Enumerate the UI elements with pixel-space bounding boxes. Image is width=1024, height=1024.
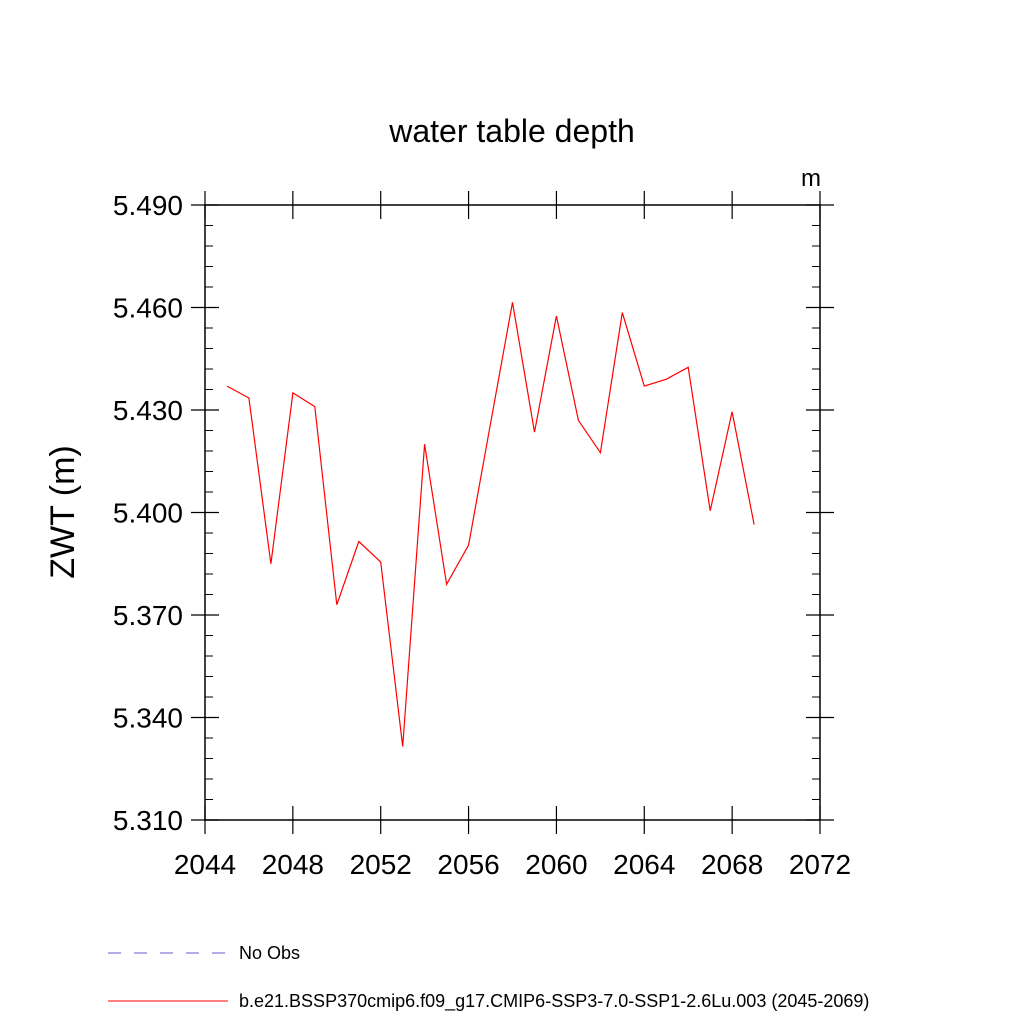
x-tick-labels: 2044 2048 2052 2056 2060 2064 2068 2072 xyxy=(174,849,851,880)
y-tick-label: 5.490 xyxy=(113,190,183,221)
y-tick-label: 5.370 xyxy=(113,600,183,631)
y-axis-label: ZWT (m) xyxy=(44,445,82,578)
series-layer xyxy=(226,302,755,747)
x-tick-label: 2060 xyxy=(525,849,587,880)
x-tick-label: 2052 xyxy=(350,849,412,880)
units-label: m xyxy=(801,165,821,192)
y-tick-label: 5.430 xyxy=(113,395,183,426)
y-tick-label: 5.460 xyxy=(113,293,183,324)
x-tick-label: 2044 xyxy=(174,849,236,880)
legend: No Obs b.e21.BSSP370cmip6.f09_g17.CMIP6-… xyxy=(108,943,869,1012)
plot-frame xyxy=(204,204,821,821)
axis-ticks xyxy=(191,191,834,834)
series-line xyxy=(226,302,755,747)
y-tick-labels: 5.310 5.340 5.370 5.400 5.430 5.460 5.490 xyxy=(113,190,183,836)
x-tick-label: 2068 xyxy=(701,849,763,880)
legend-label-model-run: b.e21.BSSP370cmip6.f09_g17.CMIP6-SSP3-7.… xyxy=(239,991,869,1012)
y-tick-label: 5.400 xyxy=(113,498,183,529)
y-tick-label: 5.340 xyxy=(113,703,183,734)
legend-label-no-obs: No Obs xyxy=(239,943,300,963)
x-tick-label: 2072 xyxy=(789,849,851,880)
x-tick-label: 2056 xyxy=(437,849,499,880)
x-tick-label: 2064 xyxy=(613,849,675,880)
x-tick-label: 2048 xyxy=(262,849,324,880)
chart-title: water table depth xyxy=(388,113,635,149)
y-tick-label: 5.310 xyxy=(113,805,183,836)
